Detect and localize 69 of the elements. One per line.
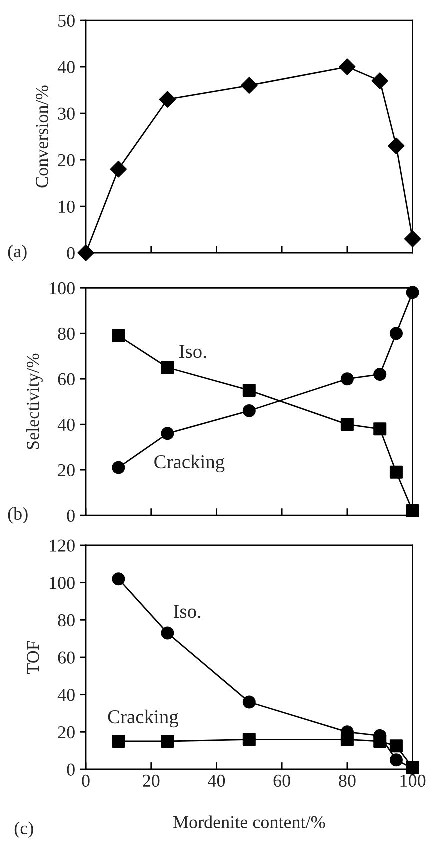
x-tick-label: 60 (274, 774, 290, 788)
x-tick-label: 0 (82, 774, 90, 788)
y-tick-label: 80 (58, 614, 75, 627)
point (161, 361, 174, 374)
point (388, 138, 405, 154)
y-axis-title: TOF (27, 641, 40, 674)
point (406, 504, 420, 518)
point (241, 77, 258, 94)
point (161, 626, 174, 640)
point (340, 372, 354, 386)
y-tick-label: 40 (58, 689, 75, 702)
y-axis-title: Selectivity/% (26, 354, 43, 450)
series-label: Cracking (154, 454, 225, 473)
y-tick-label: 60 (58, 373, 75, 386)
x-tick-label: 40 (208, 774, 226, 788)
point (78, 244, 94, 262)
series-label: Iso. (174, 605, 201, 618)
y-tick-label: 60 (58, 652, 75, 664)
series-label: Cracking (108, 710, 178, 728)
point (390, 466, 403, 479)
point (112, 329, 126, 342)
point (406, 286, 420, 300)
point (340, 418, 354, 432)
y-tick-label: 30 (58, 108, 75, 120)
point (339, 58, 356, 76)
point (374, 734, 387, 748)
text: (c) (14, 822, 34, 838)
x-tick-label: 100 (400, 774, 426, 788)
y-tick-label: 50 (58, 14, 75, 27)
point (390, 327, 403, 340)
x-tick-label: 20 (143, 774, 160, 788)
point (161, 734, 174, 748)
y-tick-label: 10 (59, 200, 75, 214)
y-tick-label: 0 (67, 510, 75, 522)
point (112, 461, 126, 474)
y-tick-label: 100 (50, 282, 75, 295)
x-axis-title: Mordenite content/% (173, 816, 326, 828)
series-label: Iso. (180, 345, 206, 358)
text: (b) (8, 507, 28, 524)
y-tick-label: 40 (58, 61, 75, 74)
point (374, 422, 387, 436)
point (242, 384, 256, 397)
point (112, 572, 126, 586)
point (159, 91, 176, 108)
y-tick-label: 40 (58, 418, 75, 432)
point (242, 733, 256, 746)
y-tick-label: 120 (50, 540, 75, 552)
y-tick-label: 20 (58, 464, 75, 477)
point (242, 404, 256, 418)
point (390, 754, 403, 767)
point (242, 696, 256, 709)
y-tick-label: 20 (58, 154, 75, 166)
point (110, 161, 127, 178)
point (340, 733, 354, 746)
point (390, 740, 403, 753)
point (406, 761, 420, 774)
y-tick-label: 100 (50, 577, 75, 590)
x-tick-label: 80 (339, 774, 356, 788)
point (161, 427, 174, 440)
point (372, 72, 388, 90)
text: (a) (8, 244, 27, 262)
point (112, 734, 126, 748)
point (374, 368, 387, 382)
y-tick-label: 0 (67, 764, 75, 776)
y-tick-label: 20 (58, 726, 75, 739)
y-tick-label: 80 (58, 328, 75, 340)
y-tick-label: 0 (67, 247, 75, 260)
point (404, 230, 422, 248)
y-axis-title: Conversion/% (36, 86, 48, 188)
